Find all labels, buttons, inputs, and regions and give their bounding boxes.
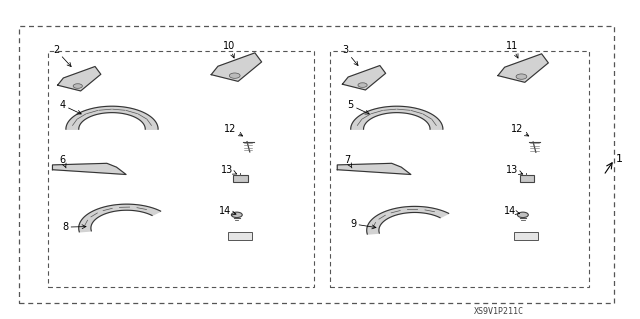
Circle shape — [358, 83, 367, 87]
Text: 7: 7 — [344, 155, 352, 168]
Bar — [228, 232, 252, 240]
Text: 14: 14 — [504, 206, 520, 216]
Text: 1: 1 — [616, 154, 623, 165]
Text: 13: 13 — [221, 165, 237, 175]
Text: 12: 12 — [511, 124, 529, 136]
Text: XS9V1P211C: XS9V1P211C — [474, 307, 524, 315]
Bar — [514, 232, 538, 240]
Text: 3: 3 — [342, 45, 358, 65]
Polygon shape — [498, 54, 548, 82]
Polygon shape — [367, 206, 449, 234]
Text: 10: 10 — [223, 41, 236, 58]
Circle shape — [517, 212, 529, 218]
Polygon shape — [342, 66, 385, 90]
Bar — [234, 175, 248, 182]
Bar — [520, 175, 534, 182]
Polygon shape — [66, 106, 158, 129]
Text: 11: 11 — [506, 41, 518, 58]
Text: 2: 2 — [53, 45, 71, 67]
Polygon shape — [211, 53, 262, 81]
Text: 12: 12 — [224, 124, 243, 136]
Polygon shape — [337, 163, 411, 174]
Text: 9: 9 — [350, 219, 376, 229]
Text: 8: 8 — [62, 222, 86, 232]
Circle shape — [73, 84, 83, 88]
Polygon shape — [79, 204, 161, 232]
Circle shape — [229, 73, 240, 78]
Circle shape — [232, 212, 243, 218]
Circle shape — [516, 74, 527, 79]
Text: 13: 13 — [506, 165, 523, 175]
Text: 14: 14 — [219, 206, 236, 216]
Text: 6: 6 — [60, 155, 66, 168]
Text: 4: 4 — [60, 100, 81, 114]
Polygon shape — [351, 106, 443, 129]
Polygon shape — [58, 67, 101, 91]
Text: 5: 5 — [348, 100, 369, 114]
Polygon shape — [52, 163, 126, 174]
